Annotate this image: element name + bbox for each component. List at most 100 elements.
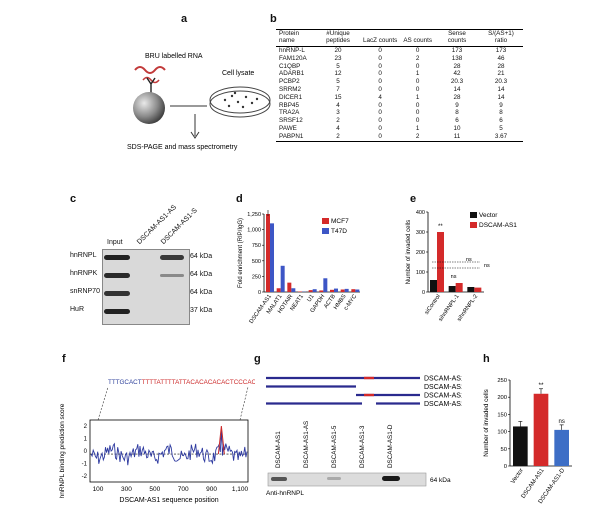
blot-antibody-label: Anti-hnRNPL <box>266 490 304 497</box>
table-cell: 28 <box>453 93 461 101</box>
table-cell: 3 <box>336 109 340 117</box>
table-cell: 0 <box>415 85 420 93</box>
table-cell: 4 <box>378 93 382 101</box>
y-axis-label: Number of invaded cells <box>483 389 490 457</box>
table-cell: 5 <box>336 62 340 70</box>
bar <box>533 393 549 466</box>
table-cell: 20.3 <box>450 78 464 86</box>
bar <box>330 289 334 292</box>
table-header: Sense counts <box>435 29 480 47</box>
table-cell: 1 <box>415 70 420 78</box>
y-tick-label: 2 <box>84 424 88 430</box>
legend-label: Vector <box>479 212 498 219</box>
table-cell: 1 <box>415 124 420 132</box>
table-cell: 15 <box>334 93 342 101</box>
x-tick-label: Vector <box>510 468 525 485</box>
table-cell: 5 <box>336 78 340 86</box>
table-cell: 0 <box>378 117 382 125</box>
table-header: Protein name <box>276 29 316 47</box>
bar <box>323 278 328 292</box>
table-cell: TRA2A <box>279 109 300 117</box>
table-row: ADARB1 12 0 1 42 21 <box>276 70 523 78</box>
protein-label: HuR <box>70 306 85 313</box>
panel-h-chart: 0 50 100 150 200 250 Number of invaded cells Ve… <box>483 378 572 505</box>
table-cell: FAM120A <box>279 54 307 62</box>
significance-mark: ns <box>451 274 457 280</box>
table-cell: 0 <box>378 101 382 109</box>
table-cell: 0 <box>378 54 382 62</box>
table-header: LacZ counts <box>360 29 401 47</box>
table-cell: SRSF12 <box>279 117 303 125</box>
bar <box>355 289 360 292</box>
y-tick-label: 1,250 <box>247 212 261 218</box>
table-cell: ADARB1 <box>279 70 305 78</box>
table-cell: 0 <box>378 78 382 86</box>
bar <box>474 287 482 292</box>
lane-label: DSCAM-AS1 <box>275 431 282 468</box>
table-cell: 173 <box>495 47 507 54</box>
table-cell: 0 <box>378 124 382 132</box>
table-cell: 0 <box>360 132 401 142</box>
construct-label: DSCAM-AS1 <box>424 376 462 383</box>
table-cell: 6 <box>499 117 503 125</box>
bar <box>319 290 324 292</box>
bar <box>513 426 528 466</box>
x-tick-label: 1,100 <box>232 486 249 493</box>
table-cell: 0 <box>415 101 420 109</box>
x-tick-label: 500 <box>149 486 160 493</box>
table-cell: 0 <box>415 78 420 86</box>
y-tick-label: 0 <box>258 290 261 296</box>
table-cell: 173 <box>451 47 463 54</box>
bar <box>554 429 569 466</box>
table-cell: 14 <box>497 85 505 93</box>
protein-label: snRNP70 <box>70 288 100 295</box>
y-tick-label: 100 <box>497 430 507 436</box>
panel-c-blot: Input DSCAM-AS1-AS DSCAM-AS1-S hnRNPL hn… <box>68 204 228 325</box>
y-tick-label: 0 <box>84 449 88 455</box>
table-cell: SRRM2 <box>279 85 302 93</box>
table-cell: 0 <box>378 62 382 70</box>
table-cell: 5 <box>499 124 503 132</box>
x-tick-label: 300 <box>121 486 132 493</box>
table-row: DICER1 15 4 1 28 14 <box>276 94 523 102</box>
table-cell: 11 <box>435 132 480 142</box>
table-cell: 28 <box>497 62 505 70</box>
band <box>382 476 400 481</box>
y-tick-label: 200 <box>416 250 425 256</box>
table-cell: 14 <box>453 85 461 93</box>
table-cell: 3.67 <box>479 132 524 142</box>
bar <box>334 288 338 292</box>
table-cell: 0 <box>415 109 420 117</box>
panel-label-c: c <box>70 193 77 205</box>
significance-mark: ns <box>558 419 564 425</box>
x-tick-label: siControl <box>424 294 442 316</box>
band <box>104 255 130 260</box>
table-cell: 9 <box>455 101 459 109</box>
size-marker: 64 kDa <box>430 477 451 484</box>
panel-label-d: d <box>236 193 243 205</box>
legend-swatch <box>470 222 477 228</box>
table-cell: 9 <box>499 101 503 109</box>
bar <box>455 283 463 292</box>
rna-strand-icon <box>142 76 160 84</box>
table-cell: 0 <box>415 62 420 70</box>
panel-label-e: e <box>410 193 417 205</box>
table-cell: 20 <box>334 47 342 54</box>
table-row: PABPN1 2 0 2 11 3.67 <box>276 132 524 142</box>
y-tick-label: 150 <box>497 412 507 418</box>
sds-page-label: SDS-PAGE and mass spectrometry <box>127 144 238 151</box>
band <box>104 273 130 278</box>
binding-score-trace <box>90 429 248 466</box>
table-row: RBP45 4 0 0 9 9 <box>276 102 523 110</box>
y-tick-label: 50 <box>501 447 507 453</box>
legend-swatch <box>470 212 477 218</box>
lane-label: DSCAM-AS1-D <box>387 424 394 468</box>
table-cell: PABPN1 <box>276 132 316 142</box>
legend-swatch <box>322 218 329 224</box>
y-tick-label: 100 <box>416 270 425 276</box>
band <box>104 291 130 296</box>
significance-mark: ** <box>538 382 544 389</box>
bar <box>312 289 317 292</box>
panel-b-table: Protein name #Unique peptides LacZ counts A… <box>276 29 524 142</box>
table-cell: hnRNP-L <box>279 47 305 54</box>
